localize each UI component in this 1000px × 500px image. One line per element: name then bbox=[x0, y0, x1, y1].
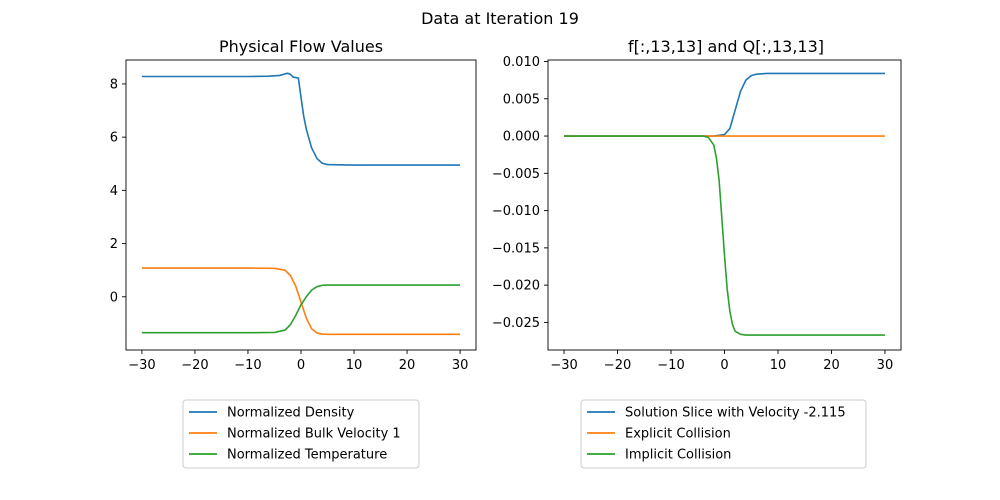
y-tick-label: 8 bbox=[110, 77, 118, 92]
figure-suptitle: Data at Iteration 19 bbox=[421, 9, 579, 28]
legend-label: Solution Slice with Velocity -2.115 bbox=[625, 406, 846, 421]
series-line-1 bbox=[141, 72, 461, 166]
series-line-1 bbox=[564, 72, 885, 137]
y-tick-label: 4 bbox=[110, 184, 118, 199]
x-tick-label: −30 bbox=[128, 358, 155, 373]
x-tick-label: −10 bbox=[657, 358, 684, 373]
x-tick-label: 0 bbox=[297, 358, 305, 373]
right-chart: f[:,13,13] and Q[:,13,13] −30 −20 −10 0 10 20… bbox=[492, 37, 902, 469]
left-chart-title: Physical Flow Values bbox=[219, 37, 383, 56]
legend-label: Normalized Density bbox=[227, 406, 355, 421]
legend-label: Explicit Collision bbox=[625, 427, 731, 442]
left-plot-area: −30 −20 −10 0 10 20 30 0 2 4 6 8 bbox=[110, 59, 477, 373]
x-tick-label: −10 bbox=[234, 358, 261, 373]
right-chart-title: f[:,13,13] and Q[:,13,13] bbox=[628, 37, 824, 56]
y-tick-label: 6 bbox=[110, 131, 118, 146]
series-line-3 bbox=[564, 135, 885, 336]
x-tick-label: 20 bbox=[399, 358, 416, 373]
x-tick-label: 30 bbox=[452, 358, 469, 373]
x-tick-label: 0 bbox=[720, 358, 728, 373]
right-plot-area: −30 −20 −10 0 10 20 30 0.010 0.005 0.000 −0.005 −0.… bbox=[492, 55, 902, 373]
x-tick-label: 10 bbox=[770, 358, 787, 373]
x-tick-label: −20 bbox=[604, 358, 631, 373]
y-tick-label: −0.025 bbox=[492, 316, 540, 331]
y-tick-label: 0 bbox=[110, 290, 118, 305]
y-tick-label: −0.005 bbox=[492, 167, 540, 182]
x-tick-label: −30 bbox=[550, 358, 577, 373]
right-legend: Solution Slice with Velocity -2.115 Expli… bbox=[580, 399, 867, 469]
x-tick-label: 20 bbox=[823, 358, 840, 373]
y-tick-label: −0.015 bbox=[492, 241, 540, 256]
y-tick-label: −0.010 bbox=[492, 204, 540, 219]
y-tick-label: 0.010 bbox=[503, 55, 540, 70]
y-tick-label: 0.005 bbox=[503, 92, 540, 107]
legend-box bbox=[580, 399, 867, 469]
legend-box bbox=[182, 399, 420, 469]
axes-frame bbox=[547, 59, 902, 351]
left-legend: Normalized Density Normalized Bulk Veloci… bbox=[182, 399, 420, 469]
legend-label: Normalized Bulk Velocity 1 bbox=[227, 427, 401, 442]
series-line-3 bbox=[141, 284, 461, 334]
y-tick-label: 2 bbox=[110, 237, 118, 252]
x-tick-label: −20 bbox=[181, 358, 208, 373]
y-tick-label: 0.000 bbox=[503, 130, 540, 145]
series-line-2 bbox=[141, 267, 461, 336]
x-tick-label: 30 bbox=[877, 358, 894, 373]
legend-label: Implicit Collision bbox=[625, 448, 731, 463]
x-tick-label: 10 bbox=[346, 358, 363, 373]
y-tick-label: −0.020 bbox=[492, 279, 540, 294]
legend-label: Normalized Temperature bbox=[227, 448, 387, 463]
left-chart: Physical Flow Values −30 −20 −10 0 10 20 30 0 2 4… bbox=[110, 37, 477, 469]
